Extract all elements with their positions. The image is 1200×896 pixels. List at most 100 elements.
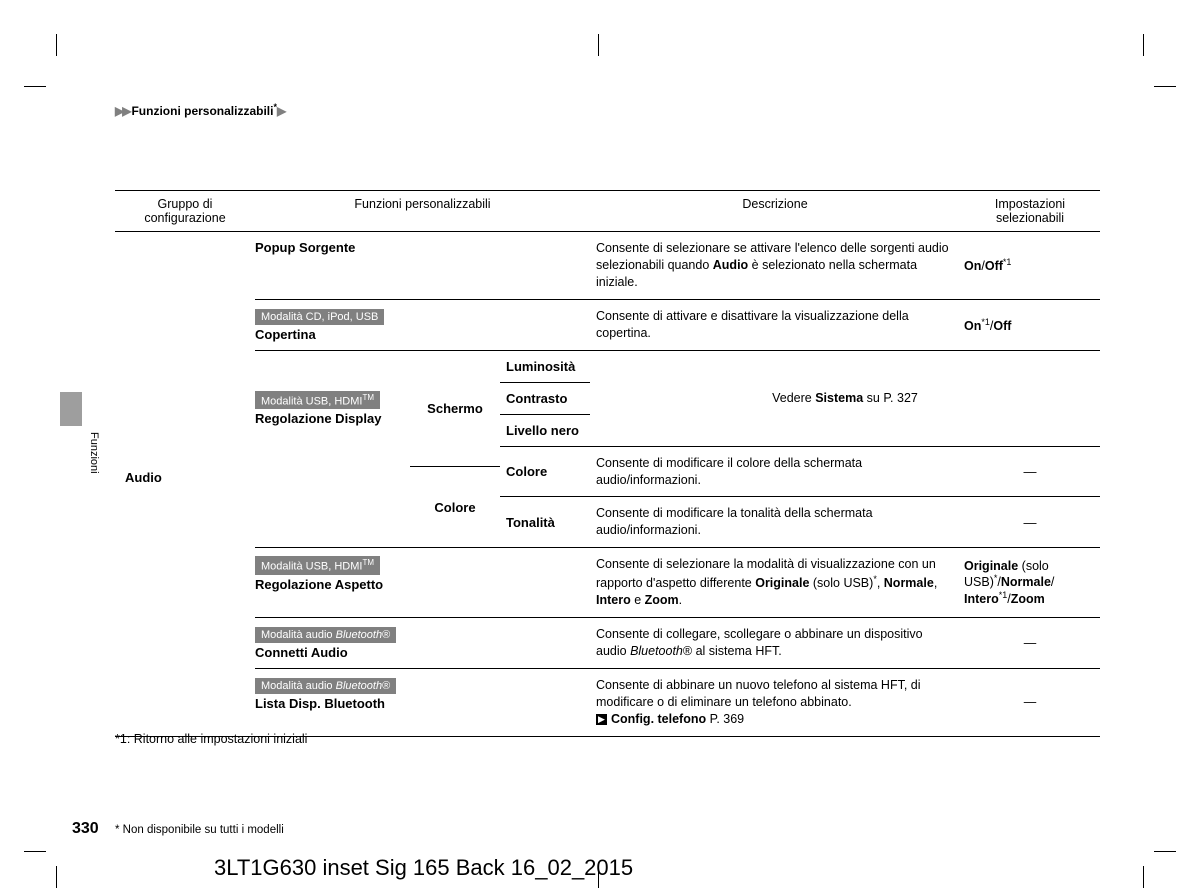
func-title: Popup Sorgente bbox=[255, 240, 355, 255]
table-row: Modalità audio Bluetooth® Connetti Audio… bbox=[255, 617, 1100, 668]
page-number: 330 bbox=[72, 820, 99, 838]
func-cell: Modalità audio Bluetooth® Connetti Audio bbox=[255, 618, 590, 668]
desc-text: al sistema HFT. bbox=[692, 644, 782, 658]
desc-cell: Consente di modificare il colore della s… bbox=[590, 447, 960, 497]
desc-cell: Consente di modificare la tonalità della… bbox=[590, 497, 960, 547]
breadcrumb-text: Funzioni personalizzabili bbox=[131, 104, 273, 118]
sel-off: Off bbox=[985, 259, 1003, 273]
crop-mark bbox=[56, 866, 57, 888]
desc-text: ® bbox=[683, 644, 692, 658]
func-title: Regolazione Display bbox=[255, 411, 381, 426]
desc-text: , bbox=[934, 576, 937, 590]
dash: — bbox=[964, 464, 1096, 479]
sel-off: Off bbox=[993, 319, 1011, 333]
sel-cell: — bbox=[960, 618, 1100, 668]
nested-mid: Schermo Colore bbox=[410, 351, 500, 548]
crop-mark bbox=[24, 851, 46, 852]
desc-bold: Normale bbox=[884, 576, 934, 590]
desc-cell: Consente di selezionare se attivare l'el… bbox=[590, 232, 960, 299]
sel-cell: — bbox=[960, 497, 1100, 547]
dash: — bbox=[964, 695, 1096, 709]
crop-mark bbox=[24, 86, 46, 87]
sel-opt: Intero bbox=[964, 592, 999, 606]
sub-label: Livello nero bbox=[500, 415, 590, 446]
func-title: Copertina bbox=[255, 327, 316, 342]
desc-text: (solo USB) bbox=[809, 576, 873, 590]
desc-text: Consente di abbinare un nuovo telefono a… bbox=[596, 678, 921, 709]
table-row: Modalità audio Bluetooth® Lista Disp. Bl… bbox=[255, 668, 1100, 736]
desc-text: su P. 327 bbox=[863, 391, 918, 405]
link-page: P. 369 bbox=[706, 712, 744, 726]
breadcrumb: ▶▶Funzioni personalizzabili*▶ bbox=[115, 102, 286, 118]
desc-bold: Originale bbox=[755, 576, 809, 590]
sel-on: On bbox=[964, 259, 981, 273]
th-func: Funzioni personalizzabili bbox=[255, 191, 590, 231]
desc-cell: Consente di attivare e disattivare la vi… bbox=[590, 300, 960, 350]
desc-bold: Zoom bbox=[645, 593, 679, 607]
mode-badge: Modalità USB, HDMITM bbox=[255, 556, 380, 575]
func-cell: Modalità USB, HDMITM Regolazione Display bbox=[255, 351, 410, 548]
func-cell: Modalità audio Bluetooth® Lista Disp. Bl… bbox=[255, 669, 590, 736]
desc-bold: Intero bbox=[596, 593, 631, 607]
desc-text: . bbox=[679, 593, 682, 607]
sel-opt: Normale bbox=[1001, 576, 1051, 590]
sel-sup: *1 bbox=[981, 317, 990, 327]
mode-badge: Modalità audio Bluetooth® bbox=[255, 678, 396, 694]
model-note: * Non disponibile su tutti i modelli bbox=[115, 824, 284, 836]
table-row: Modalità CD, iPod, USB Copertina Consent… bbox=[255, 299, 1100, 350]
sel-sup: *1 bbox=[1003, 257, 1012, 267]
func-cell: Modalità USB, HDMITM Regolazione Aspetto bbox=[255, 548, 590, 617]
colore-label: Colore bbox=[410, 466, 500, 547]
crop-mark bbox=[598, 34, 599, 56]
side-tab bbox=[60, 392, 82, 426]
table-row: Modalità USB, HDMITM Regolazione Aspetto… bbox=[255, 547, 1100, 617]
desc-bold: Audio bbox=[713, 258, 748, 272]
schermo-label: Schermo bbox=[410, 351, 500, 467]
desc-italic: Bluetooth bbox=[630, 644, 683, 658]
link-arrow-icon: ▶ bbox=[596, 714, 607, 725]
footnote: *1: Ritorno alle impostazioni iniziali bbox=[115, 732, 307, 746]
th-sel: Impostazioni selezionabili bbox=[960, 191, 1100, 231]
mode-badge: Modalità USB, HDMITM bbox=[255, 391, 380, 410]
func-title: Regolazione Aspetto bbox=[255, 577, 383, 592]
sel-cell: — bbox=[960, 447, 1100, 497]
table-body: Audio Popup Sorgente Consente di selezio… bbox=[115, 232, 1100, 737]
desc-cell: Consente di selezionare la modalità di v… bbox=[590, 548, 960, 617]
sel-cell: Originale (solo USB)*/Normale/Intero*1/Z… bbox=[960, 548, 1100, 617]
sel-opt: Zoom bbox=[1011, 592, 1045, 606]
sub-label: Colore bbox=[500, 447, 590, 497]
breadcrumb-arrow-end: ▶ bbox=[277, 104, 284, 118]
crop-mark bbox=[1154, 851, 1176, 852]
desc-cell: Consente di collegare, scollegare o abbi… bbox=[590, 618, 960, 668]
side-label: Funzioni bbox=[88, 432, 100, 474]
sel-sup: *1 bbox=[999, 590, 1008, 600]
crop-mark bbox=[56, 34, 57, 56]
th-desc: Descrizione bbox=[590, 191, 960, 231]
sel-on: On bbox=[964, 319, 981, 333]
table-row-nested: Modalità USB, HDMITM Regolazione Display… bbox=[255, 350, 1100, 548]
desc-text: e bbox=[631, 593, 645, 607]
link-bold: Config. telefono bbox=[611, 712, 706, 726]
func-title: Lista Disp. Bluetooth bbox=[255, 696, 385, 711]
sel-cell: On/Off*1 bbox=[960, 232, 1100, 299]
desc-text: , bbox=[877, 576, 884, 590]
rows-container: Popup Sorgente Consente di selezionare s… bbox=[255, 232, 1100, 736]
sel-text: / bbox=[1051, 576, 1054, 590]
dash: — bbox=[964, 636, 1096, 650]
dash: — bbox=[964, 515, 1096, 530]
mode-badge: Modalità CD, iPod, USB bbox=[255, 309, 384, 325]
table-row: Popup Sorgente Consente di selezionare s… bbox=[255, 232, 1100, 299]
desc-text: Vedere bbox=[772, 391, 815, 405]
crop-mark bbox=[1143, 34, 1144, 56]
merged-desc: Vedere Sistema su P. 327 bbox=[590, 351, 1100, 446]
sel-cell: On*1/Off bbox=[960, 300, 1100, 350]
sel-cell: — bbox=[960, 669, 1100, 736]
crop-mark bbox=[1154, 86, 1176, 87]
sub-label: Tonalità bbox=[500, 497, 590, 547]
th-group: Gruppo di configurazione bbox=[115, 191, 255, 231]
group-cell: Audio bbox=[115, 232, 255, 722]
crop-mark bbox=[1143, 866, 1144, 888]
breadcrumb-arrow: ▶▶ bbox=[115, 104, 129, 118]
nested-right: Luminosità Contrasto Livello nero Vedere… bbox=[500, 351, 1100, 548]
table-header-row: Gruppo di configurazione Funzioni person… bbox=[115, 190, 1100, 232]
